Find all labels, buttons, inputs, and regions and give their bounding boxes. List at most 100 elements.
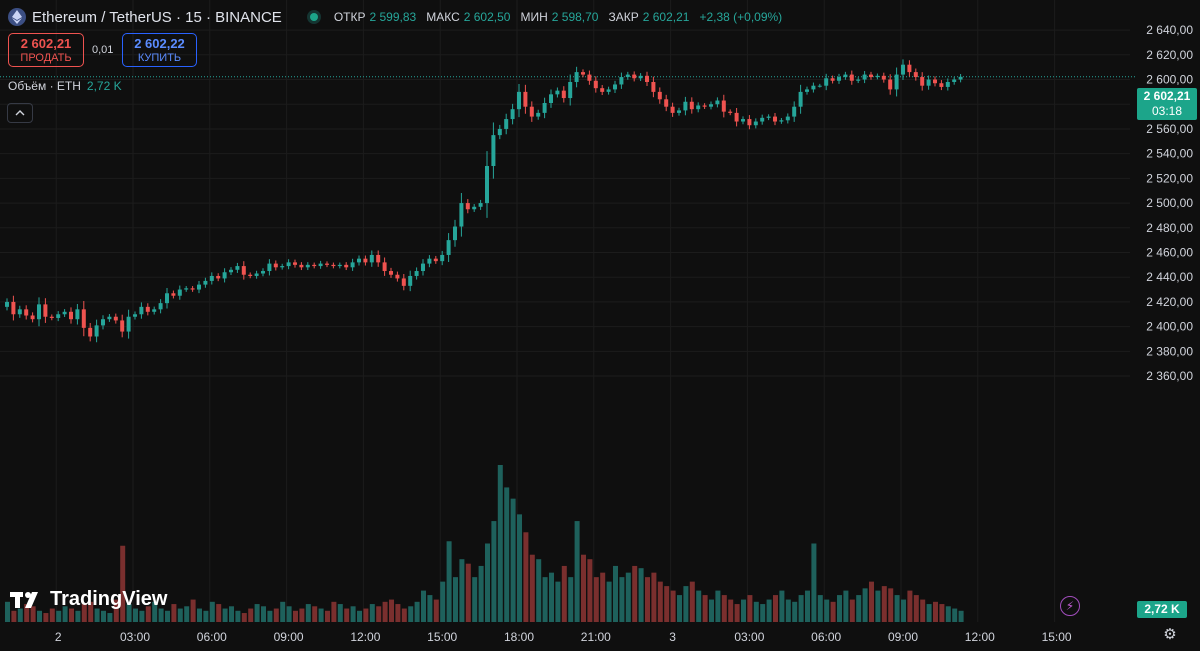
lightning-icon[interactable]: ⚡ bbox=[1060, 596, 1080, 616]
volume-bar bbox=[43, 613, 49, 622]
sell-button[interactable]: 2 602,21 ПРОДАТЬ bbox=[8, 33, 84, 67]
candle-body bbox=[837, 77, 841, 81]
candle bbox=[517, 83, 521, 118]
close-value: 2 602,21 bbox=[642, 10, 690, 24]
candle bbox=[446, 233, 451, 263]
volume-bar bbox=[824, 599, 830, 622]
y-tick-label: 2 560,00 bbox=[1146, 122, 1193, 136]
volume-bar bbox=[235, 610, 241, 622]
volume-bar bbox=[619, 577, 625, 622]
candle-body bbox=[581, 72, 585, 75]
candle bbox=[280, 263, 285, 270]
volume-bar bbox=[830, 601, 836, 622]
volume-bar bbox=[478, 565, 484, 622]
candle-body bbox=[459, 203, 464, 227]
candle bbox=[805, 86, 809, 95]
candle-body bbox=[325, 263, 329, 265]
candle bbox=[363, 255, 368, 266]
candle-body bbox=[254, 273, 259, 276]
volume-bar bbox=[145, 606, 151, 622]
candle-body bbox=[56, 314, 61, 318]
candle bbox=[811, 82, 816, 93]
candle bbox=[766, 114, 771, 121]
volume-bar bbox=[657, 581, 663, 622]
volume-legend[interactable]: Объём · ETH 2,72 K bbox=[8, 79, 122, 93]
market-open-indicator[interactable] bbox=[309, 13, 318, 21]
watermark-text: TradingView bbox=[50, 588, 168, 610]
candle-body bbox=[926, 79, 931, 86]
candle-body bbox=[888, 79, 893, 90]
volume-bar bbox=[869, 581, 874, 622]
candle-body bbox=[785, 116, 790, 121]
candle-body bbox=[568, 81, 573, 99]
volume-bar bbox=[389, 599, 394, 622]
open-value: 2 599,83 bbox=[369, 10, 417, 24]
volume-bar bbox=[414, 601, 420, 622]
candle bbox=[510, 103, 515, 125]
volume-bar bbox=[702, 595, 708, 622]
candle-body bbox=[696, 105, 701, 110]
candle bbox=[696, 102, 701, 113]
candle-body bbox=[261, 271, 265, 274]
candle bbox=[728, 109, 733, 116]
ethereum-icon bbox=[8, 8, 26, 26]
volume-bars bbox=[5, 465, 964, 622]
candle bbox=[907, 60, 912, 77]
volume-bar bbox=[542, 577, 548, 622]
candle-body bbox=[216, 275, 221, 279]
collapse-legend-button[interactable] bbox=[7, 103, 33, 123]
volume-bar bbox=[88, 601, 94, 622]
candle bbox=[760, 114, 765, 125]
candle-body bbox=[805, 89, 809, 92]
volume-bar bbox=[651, 572, 657, 622]
candle bbox=[561, 86, 566, 103]
candle-body bbox=[792, 106, 797, 117]
tradingview-watermark[interactable]: TradingView bbox=[10, 588, 167, 611]
candle-body bbox=[920, 77, 925, 86]
candle bbox=[568, 74, 573, 106]
volume-bar bbox=[587, 559, 593, 622]
candle bbox=[184, 286, 189, 292]
volume-bar bbox=[862, 588, 868, 622]
volume-bar bbox=[907, 590, 913, 622]
gear-icon[interactable]: ⚙ bbox=[1163, 626, 1177, 643]
candle-body bbox=[357, 258, 361, 263]
candle bbox=[389, 267, 393, 278]
candle-body bbox=[766, 116, 771, 118]
candle-body bbox=[843, 74, 848, 78]
candle-body bbox=[849, 74, 854, 81]
candle bbox=[958, 73, 963, 83]
candle-body bbox=[69, 311, 73, 320]
symbol-title[interactable]: Ethereum / TetherUS · 15 · BINANCE bbox=[32, 8, 282, 26]
time-axis: 2 03:00 06:00 09:00 12:00 15:00 18:00 21:00 3 03:… bbox=[55, 630, 1072, 644]
candle bbox=[241, 261, 246, 280]
x-tick-label: 09:00 bbox=[888, 630, 918, 644]
candle-body bbox=[107, 316, 112, 320]
volume-bar bbox=[197, 608, 202, 622]
candle-body bbox=[465, 203, 470, 210]
candle-body bbox=[293, 262, 297, 265]
volume-bar bbox=[286, 606, 292, 622]
buy-button[interactable]: 2 602,22 КУПИТЬ bbox=[122, 33, 197, 67]
x-tick-label: 15:00 bbox=[427, 630, 457, 644]
volume-bar bbox=[369, 604, 375, 622]
volume-bar bbox=[510, 498, 516, 622]
candle bbox=[664, 94, 669, 112]
candle bbox=[318, 260, 323, 269]
candle-body bbox=[760, 117, 765, 122]
volume-bar bbox=[805, 590, 810, 622]
candle-body bbox=[901, 64, 905, 75]
candle-body bbox=[907, 64, 912, 73]
volume-bar bbox=[318, 608, 324, 622]
candle bbox=[638, 73, 643, 82]
volume-badge: 2,72 K bbox=[1137, 601, 1187, 618]
candle bbox=[619, 72, 624, 89]
volume-bar bbox=[760, 604, 766, 622]
candle-body bbox=[408, 275, 413, 286]
volume-bar bbox=[30, 606, 36, 622]
volume-bar bbox=[453, 577, 458, 622]
volume-bar bbox=[120, 545, 126, 622]
volume-bar bbox=[113, 599, 119, 622]
candle-body bbox=[331, 264, 336, 267]
